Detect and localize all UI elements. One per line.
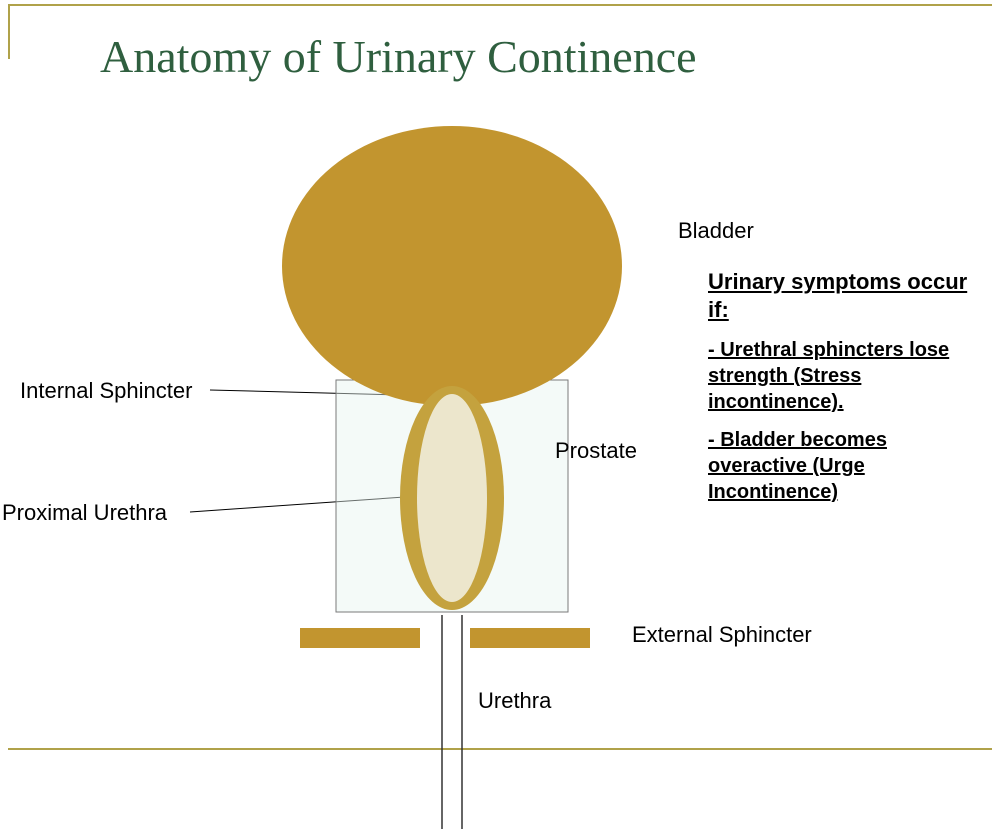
- prostatic-urethra-inner: [417, 394, 487, 602]
- label-internal-sphincter: Internal Sphincter: [20, 378, 192, 404]
- external-sphincter-right: [470, 628, 590, 648]
- anatomy-slide: Anatomy of Urinary Continence Bladder Pr…: [0, 0, 1000, 829]
- label-prostate: Prostate: [555, 438, 637, 464]
- external-sphincter-left: [300, 628, 420, 648]
- symptoms-item: - Urethral sphincters lose strength (Str…: [708, 337, 978, 415]
- label-proximal-urethra: Proximal Urethra: [2, 500, 167, 526]
- symptoms-item: - Bladder becomes overactive (Urge Incon…: [708, 427, 978, 505]
- label-urethra: Urethra: [478, 688, 551, 714]
- symptoms-note: Urinary symptoms occur if: - Urethral sp…: [708, 268, 978, 517]
- label-external-sphincter: External Sphincter: [632, 622, 812, 648]
- symptoms-heading: Urinary symptoms occur if:: [708, 268, 978, 323]
- bladder-shape: [282, 126, 622, 406]
- label-bladder: Bladder: [678, 218, 754, 244]
